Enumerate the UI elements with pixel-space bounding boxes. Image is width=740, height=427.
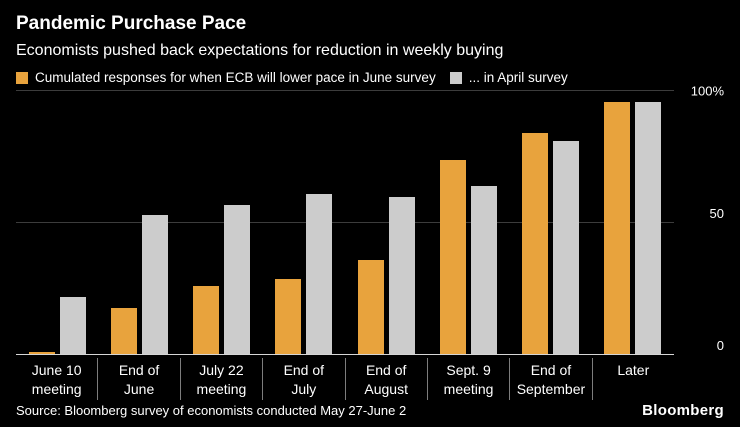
bar-group bbox=[427, 91, 509, 355]
x-tick-label: June 10 meeting bbox=[31, 362, 82, 397]
bar-april-survey bbox=[306, 194, 333, 355]
x-tick-label: End of September bbox=[509, 358, 591, 400]
chart-title: Pandemic Purchase Pace bbox=[16, 13, 247, 34]
june-series-swatch-icon bbox=[16, 71, 28, 84]
x-tick-label: End of July bbox=[262, 358, 344, 400]
bar-june-survey bbox=[522, 133, 549, 355]
legend: Cumulated responses for when ECB will lo… bbox=[16, 70, 728, 85]
bar-group bbox=[181, 91, 263, 355]
bar-group bbox=[16, 91, 98, 355]
gridline-100 bbox=[16, 90, 674, 92]
bar-april-survey bbox=[224, 204, 251, 355]
bar-group bbox=[345, 91, 427, 355]
april-series-swatch-icon bbox=[449, 71, 462, 84]
june-series-label: Cumulated responses for when ECB will lo… bbox=[35, 70, 436, 86]
bar-june-survey bbox=[110, 307, 137, 355]
x-axis: June 10 meeting End of June July 22 meeting En… bbox=[16, 358, 674, 400]
source-note: Source: Bloomberg survey of economists c… bbox=[16, 403, 407, 418]
bar-june-survey bbox=[28, 352, 55, 355]
bar-june-survey bbox=[193, 286, 220, 355]
x-tick-label: July 22 meeting bbox=[179, 358, 262, 400]
bloomberg-logo: Bloomberg bbox=[642, 402, 724, 419]
y-tick-label: 0 bbox=[716, 338, 724, 353]
bar-group bbox=[263, 91, 345, 355]
gridline-50 bbox=[16, 222, 674, 224]
bar-group bbox=[592, 91, 674, 355]
bar-june-survey bbox=[275, 278, 302, 355]
bar-june-survey bbox=[357, 260, 384, 355]
bar-group bbox=[98, 91, 180, 355]
plot-area bbox=[16, 90, 674, 355]
bar-april-survey bbox=[553, 141, 580, 355]
gridline-0 bbox=[16, 354, 674, 355]
x-tick-label: End of August bbox=[344, 358, 427, 400]
bar-group bbox=[510, 91, 592, 355]
x-tick-label: Sept. 9 meeting bbox=[426, 358, 509, 400]
y-tick-label: 50 bbox=[709, 206, 724, 222]
bar-april-survey bbox=[635, 101, 662, 355]
bar-april-survey bbox=[470, 186, 497, 355]
x-tick-label: Later bbox=[591, 358, 674, 400]
bar-april-survey bbox=[141, 215, 168, 355]
april-series-label: ... in April survey bbox=[468, 70, 568, 86]
y-tick-label: 100% bbox=[690, 83, 724, 99]
bar-chart: 100% 50 0 bbox=[16, 85, 728, 355]
bar-april-survey bbox=[388, 196, 415, 355]
chart-subtitle: Economists pushed back expectations for … bbox=[16, 41, 504, 59]
y-axis: 100% 50 0 bbox=[674, 85, 728, 355]
footer: Source: Bloomberg survey of economists c… bbox=[16, 402, 728, 419]
bar-june-survey bbox=[439, 159, 466, 355]
bar-groups bbox=[16, 91, 674, 355]
bar-june-survey bbox=[604, 101, 631, 355]
bar-april-survey bbox=[59, 296, 86, 355]
x-tick-label: End of June bbox=[97, 358, 179, 400]
